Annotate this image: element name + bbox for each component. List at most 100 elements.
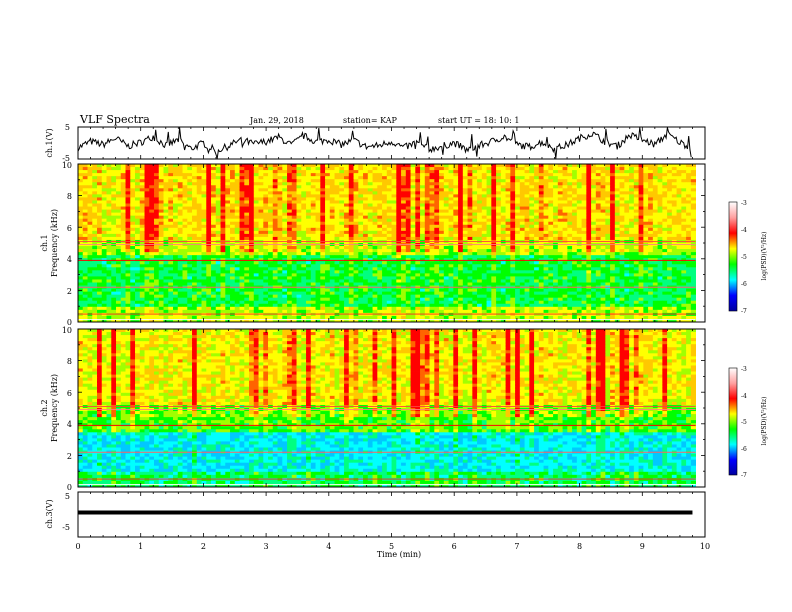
spectrogram-cell (201, 179, 207, 183)
spectrogram-cell (671, 255, 677, 259)
spectrogram-cell (234, 209, 240, 214)
spectrogram-cell (196, 252, 202, 256)
spectrogram-cell (458, 182, 464, 186)
spectrogram-cell (82, 270, 88, 274)
spectrogram-cell (405, 179, 411, 183)
spectrogram-cell (377, 246, 383, 250)
spectrogram-cell (648, 203, 654, 207)
spectrogram-cell (410, 221, 416, 226)
spectrogram-cell (572, 185, 578, 189)
spectrogram-cell (135, 188, 141, 192)
spectrogram-cell (201, 176, 207, 180)
spectrogram-cell (690, 273, 696, 277)
spectrogram-cell (481, 273, 487, 277)
spectrogram-cell (211, 194, 217, 198)
spectrogram-cell (92, 246, 98, 250)
spectrogram-cell (325, 224, 331, 229)
spectrogram-cell (434, 255, 440, 259)
spectrogram-cell (120, 191, 126, 195)
spectrogram-cell (182, 215, 188, 220)
spectrogram-cell (215, 206, 221, 210)
spectrogram-cell (234, 203, 240, 207)
spectrogram-cell (139, 264, 145, 268)
spectrogram-cell (572, 179, 578, 183)
spectrogram-cell (130, 264, 136, 268)
spectrogram-cell (97, 215, 103, 220)
spectrogram-cell (610, 224, 616, 229)
spectrogram-cell (481, 221, 487, 226)
spectrogram-cell (534, 170, 540, 174)
spectrogram-cell (135, 276, 141, 280)
spectrogram-cell (410, 164, 416, 168)
spectrogram-cell (244, 255, 250, 259)
spectrogram-cell (268, 246, 274, 250)
spectrogram-cell (277, 273, 283, 277)
spectrogram-cell (187, 249, 193, 253)
spectrogram-cell (386, 267, 392, 271)
spectrogram-cell (586, 173, 592, 177)
spectrogram-cell (429, 179, 435, 183)
spectrogram-cell (173, 255, 179, 259)
spectrogram-cell (220, 264, 226, 268)
spectrogram-cell (448, 273, 454, 277)
spectrogram-cell (567, 218, 573, 223)
spectrogram-cell (529, 203, 535, 207)
spectrogram-cell (491, 261, 497, 265)
spectrogram-cell (139, 273, 145, 277)
spectrogram-cell (173, 270, 179, 274)
spectrogram-cell (92, 212, 98, 217)
spectrogram-cell (149, 176, 155, 180)
spectrogram-cell (515, 249, 521, 253)
spectrogram-cell (586, 164, 592, 168)
spectrogram-cell (301, 179, 307, 183)
spectrogram-cell (225, 255, 231, 259)
spectrogram-cell (168, 236, 174, 241)
spectrogram-cell (263, 224, 269, 229)
spectrogram-cell (268, 179, 274, 183)
spectrogram-cell (201, 236, 207, 241)
spectrogram-cell (363, 200, 369, 204)
spectrogram-cell (595, 227, 601, 232)
spectrogram-cell (154, 170, 160, 174)
spectrogram-cell (434, 261, 440, 265)
spectrogram-cell (529, 273, 535, 277)
spectrogram-cell (458, 224, 464, 229)
spectrogram-cell (567, 267, 573, 271)
spectrogram-cell (139, 167, 145, 171)
spectrogram-cell (572, 200, 578, 204)
spectrogram-cell (553, 258, 559, 262)
spectrogram-cell (396, 182, 402, 186)
spectrogram-cell (657, 164, 663, 168)
spectrogram-cell (405, 188, 411, 192)
spectrogram-cell (629, 194, 635, 198)
spectrogram-cell (358, 276, 364, 280)
spectrogram-cell (486, 191, 492, 195)
spectrogram-cell (595, 197, 601, 201)
spectrogram-cell (158, 164, 164, 168)
spectrogram-cell (78, 270, 84, 274)
spectrogram-cell (505, 276, 511, 280)
spectrogram-cell (101, 179, 107, 183)
spectrogram-cell (486, 215, 492, 220)
spectrogram-cell (420, 236, 426, 241)
spectrogram-cell (491, 188, 497, 192)
spectrogram-cell (638, 218, 644, 223)
spectrogram-cell (472, 203, 478, 207)
spectrogram-cell (101, 249, 107, 253)
spectrogram-cell (681, 255, 687, 259)
spectrogram-cell (667, 173, 673, 177)
spectrogram-cell (277, 197, 283, 201)
spectrogram-cell (253, 255, 259, 259)
spectrogram-cell (268, 194, 274, 198)
spectrogram-cell (543, 197, 549, 201)
spectrogram-cell (529, 246, 535, 250)
spectrogram-cell (163, 212, 169, 217)
spectrogram-cell (111, 270, 117, 274)
spectrogram-cell (201, 221, 207, 226)
spectrogram-cell (519, 182, 525, 186)
spectrogram-cell (163, 233, 169, 238)
spectrogram-cell (315, 224, 321, 229)
spectrogram-cell (662, 173, 668, 177)
spectrogram-cell (92, 255, 98, 259)
spectrogram-cell (443, 200, 449, 204)
